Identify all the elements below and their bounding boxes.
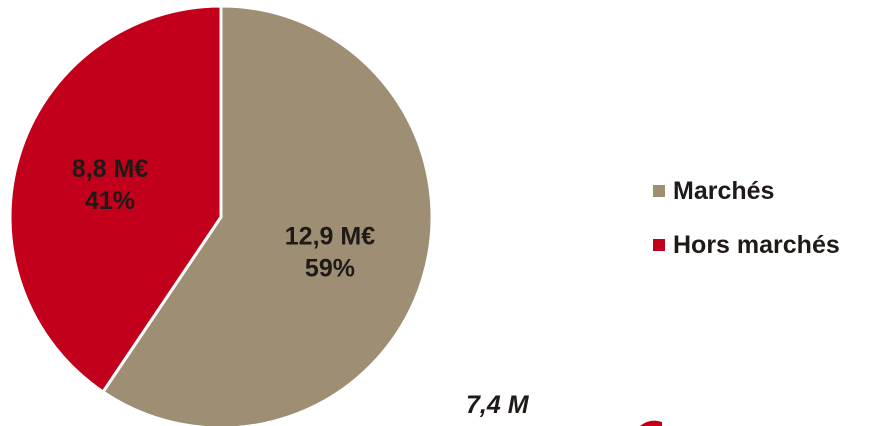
slice-value-label-hors-marches: 8,8 M€ [72,155,149,183]
partial-pie-slice [640,420,662,426]
pie-slice-marches [100,4,434,426]
slice-percent-label-hors-marches: 41% [85,187,135,215]
pie-slice-hors-marches [8,4,223,394]
legend-label-marches: Marchés [673,176,775,205]
legend-item-hors-marches: Hors marchés [653,228,840,262]
legend: Marchés Hors marchés [653,174,840,282]
legend-label-hors-marches: Hors marchés [673,230,840,259]
legend-swatch-marches [653,185,665,197]
slice-value-label-marches: 12,9 M€ [285,222,375,250]
partial-value-text: 7,4 M [466,391,529,419]
legend-item-marches: Marchés [653,174,840,208]
legend-swatch-hors-marches [653,239,665,251]
slice-percent-label-marches: 59% [305,254,355,282]
